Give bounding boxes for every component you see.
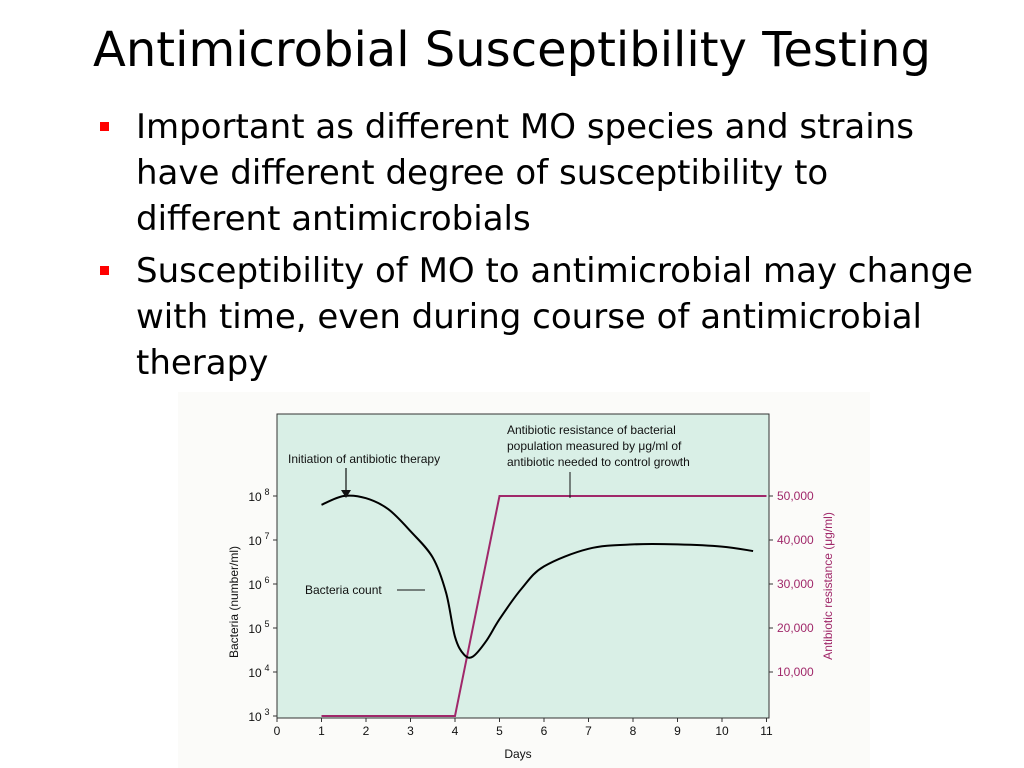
x-axis-label: Days bbox=[504, 747, 531, 761]
arrowhead-icon bbox=[341, 490, 351, 498]
y-tick-label: 10 bbox=[248, 666, 262, 680]
x-tick-label: 0 bbox=[274, 724, 281, 738]
bullet-text: Susceptibility of MO to antimicrobial ma… bbox=[136, 251, 974, 383]
annotation-bacteria-count: Bacteria count bbox=[305, 583, 382, 597]
y-tick-label: 10 bbox=[248, 622, 262, 636]
resistance-series-line bbox=[321, 495, 767, 717]
y-tick-label: 10 bbox=[248, 534, 262, 548]
y-right-tick-label: 20,000 bbox=[777, 621, 814, 635]
x-tick-label: 9 bbox=[674, 724, 681, 738]
annotation-resistance-line-3: antibiotic needed to control growth bbox=[507, 455, 690, 469]
y-right-tick-label: 40,000 bbox=[777, 533, 814, 547]
y-tick-exponent: 4 bbox=[264, 663, 269, 673]
bullet-item: Important as different MO species and st… bbox=[100, 104, 980, 242]
x-tick-label: 10 bbox=[715, 724, 729, 738]
y-right-axis-ticks: 10,000 20,000 30,000 40,000 50,000 bbox=[769, 489, 814, 679]
annotation-resistance-line-2: population measured by μg/ml of bbox=[507, 439, 682, 453]
x-tick-label: 11 bbox=[760, 724, 773, 738]
plot-area bbox=[276, 413, 770, 719]
x-tick-label: 1 bbox=[318, 724, 325, 738]
y-tick-label: 10 bbox=[248, 710, 262, 724]
square-bullet-icon bbox=[100, 122, 109, 131]
y-tick-label: 10 bbox=[248, 578, 262, 592]
bacteria-series-line bbox=[321, 494, 754, 659]
y-right-tick-label: 30,000 bbox=[777, 577, 814, 591]
x-tick-label: 7 bbox=[585, 724, 592, 738]
y-axis-label: Bacteria (number/ml) bbox=[227, 546, 241, 658]
x-tick-label: 5 bbox=[496, 724, 503, 738]
square-bullet-icon bbox=[100, 266, 109, 275]
y-tick-exponent: 6 bbox=[264, 575, 269, 585]
x-tick-label: 4 bbox=[452, 724, 459, 738]
bullet-list: Important as different MO species and st… bbox=[100, 104, 980, 392]
x-tick-label: 6 bbox=[541, 724, 548, 738]
x-axis-ticks: 0 1 2 3 4 5 6 7 8 9 10 11 bbox=[274, 718, 773, 738]
x-tick-label: 3 bbox=[407, 724, 414, 738]
y-tick-exponent: 5 bbox=[264, 619, 269, 629]
slide-title: Antimicrobial Susceptibility Testing bbox=[93, 22, 931, 78]
x-tick-label: 2 bbox=[363, 724, 370, 738]
y-right-axis-label: Antibiotic resistance (μg/ml) bbox=[821, 512, 835, 660]
bullet-text: Important as different MO species and st… bbox=[136, 107, 914, 239]
x-tick-label: 8 bbox=[630, 724, 637, 738]
y-tick-exponent: 8 bbox=[264, 487, 269, 497]
bullet-item: Susceptibility of MO to antimicrobial ma… bbox=[100, 248, 980, 386]
y-tick-exponent: 7 bbox=[264, 531, 269, 541]
chart-figure: 0 1 2 3 4 5 6 7 8 9 10 11 10 3 10 4 10 5 10 6 10 7 10 8 10,000… bbox=[178, 392, 870, 768]
annotation-initiation: Initiation of antibiotic therapy bbox=[288, 452, 440, 466]
y-right-tick-label: 50,000 bbox=[777, 489, 814, 503]
y-tick-label: 10 bbox=[248, 490, 262, 504]
y-right-tick-label: 10,000 bbox=[777, 665, 814, 679]
y-tick-exponent: 3 bbox=[264, 707, 269, 717]
annotation-resistance-line-1: Antibiotic resistance of bacterial bbox=[507, 423, 676, 437]
